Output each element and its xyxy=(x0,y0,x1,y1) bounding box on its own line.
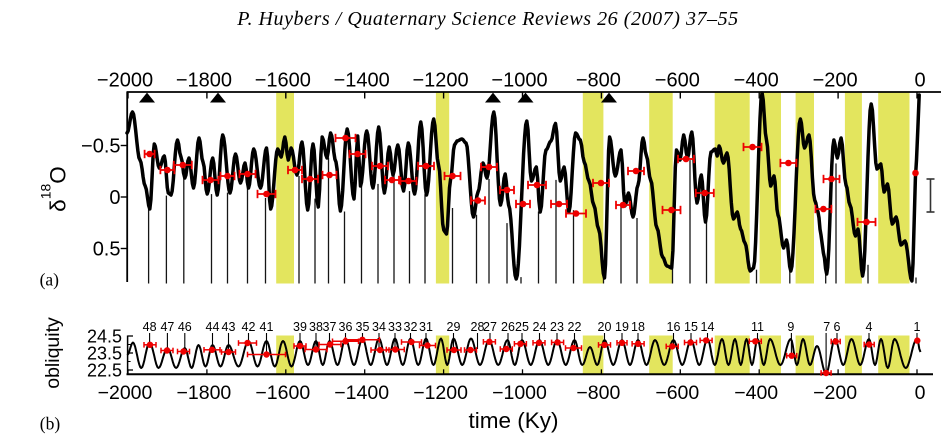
svg-text:−2000: −2000 xyxy=(98,382,153,404)
svg-text:22: 22 xyxy=(568,320,582,334)
svg-text:23.5: 23.5 xyxy=(87,343,122,363)
svg-text:−400: −400 xyxy=(734,382,778,404)
svg-text:1: 1 xyxy=(914,320,921,334)
svg-text:19: 19 xyxy=(615,320,629,334)
svg-text:41: 41 xyxy=(260,320,274,334)
svg-text:−400: −400 xyxy=(734,70,779,92)
svg-text:39: 39 xyxy=(293,320,307,334)
svg-text:7: 7 xyxy=(823,320,830,334)
svg-text:−200: −200 xyxy=(813,382,857,404)
svg-text:24.5: 24.5 xyxy=(87,326,122,346)
svg-text:48: 48 xyxy=(143,320,157,334)
svg-text:9: 9 xyxy=(787,320,794,334)
svg-text:46: 46 xyxy=(178,320,192,334)
svg-text:26: 26 xyxy=(501,320,515,334)
svg-text:20: 20 xyxy=(598,320,612,334)
svg-text:−1200: −1200 xyxy=(413,70,469,92)
svg-text:−1600: −1600 xyxy=(255,382,310,404)
svg-text:−800: −800 xyxy=(576,382,620,404)
svg-text:44: 44 xyxy=(206,320,220,334)
svg-text:43: 43 xyxy=(222,320,236,334)
svg-text:−2000: −2000 xyxy=(97,70,153,92)
svg-text:15: 15 xyxy=(684,320,698,334)
svg-text:16: 16 xyxy=(667,320,681,334)
svg-text:(a): (a) xyxy=(40,270,60,290)
svg-text:obliquity: obliquity xyxy=(42,317,64,389)
svg-text:32: 32 xyxy=(404,320,418,334)
svg-text:P. Huybers / Quaternary Scienc: P. Huybers / Quaternary Science Reviews … xyxy=(236,8,738,30)
svg-text:11: 11 xyxy=(751,320,764,334)
svg-text:35: 35 xyxy=(356,320,370,334)
svg-text:28: 28 xyxy=(471,320,485,334)
svg-text:31: 31 xyxy=(419,320,433,334)
svg-text:33: 33 xyxy=(388,320,402,334)
svg-text:(b): (b) xyxy=(40,413,61,433)
svg-text:42: 42 xyxy=(242,320,256,334)
svg-text:−600: −600 xyxy=(655,382,699,404)
svg-text:6: 6 xyxy=(834,320,841,334)
svg-text:−600: −600 xyxy=(655,70,700,92)
svg-text:36: 36 xyxy=(339,320,353,334)
svg-text:18: 18 xyxy=(631,320,645,334)
svg-text:47: 47 xyxy=(160,320,174,334)
svg-text:22.5: 22.5 xyxy=(87,360,122,380)
svg-text:−1000: −1000 xyxy=(491,70,547,92)
svg-text:−1800: −1800 xyxy=(177,382,232,404)
svg-text:−1400: −1400 xyxy=(334,70,390,92)
svg-text:−1400: −1400 xyxy=(334,382,389,404)
svg-text:−1000: −1000 xyxy=(492,382,547,404)
svg-text:0.5: 0.5 xyxy=(93,239,121,261)
svg-text:14: 14 xyxy=(701,320,715,334)
svg-text:−200: −200 xyxy=(813,70,858,92)
svg-text:−1800: −1800 xyxy=(176,70,232,92)
svg-text:4: 4 xyxy=(866,320,873,334)
svg-text:29: 29 xyxy=(447,320,461,334)
svg-text:−1600: −1600 xyxy=(255,70,311,92)
svg-text:27: 27 xyxy=(483,320,497,334)
svg-text:37: 37 xyxy=(323,320,337,334)
svg-text:0: 0 xyxy=(915,382,926,404)
svg-text:−1200: −1200 xyxy=(413,382,468,404)
svg-text:24: 24 xyxy=(533,320,547,334)
svg-text:25: 25 xyxy=(515,320,529,334)
svg-text:time (Ky): time (Ky) xyxy=(469,408,559,433)
svg-text:−0.5: −0.5 xyxy=(81,136,120,158)
svg-text:23: 23 xyxy=(550,320,564,334)
svg-text:0: 0 xyxy=(109,187,120,209)
svg-text:−800: −800 xyxy=(576,70,621,92)
svg-text:0: 0 xyxy=(914,70,925,92)
svg-text:38: 38 xyxy=(309,320,323,334)
svg-text:34: 34 xyxy=(372,320,386,334)
